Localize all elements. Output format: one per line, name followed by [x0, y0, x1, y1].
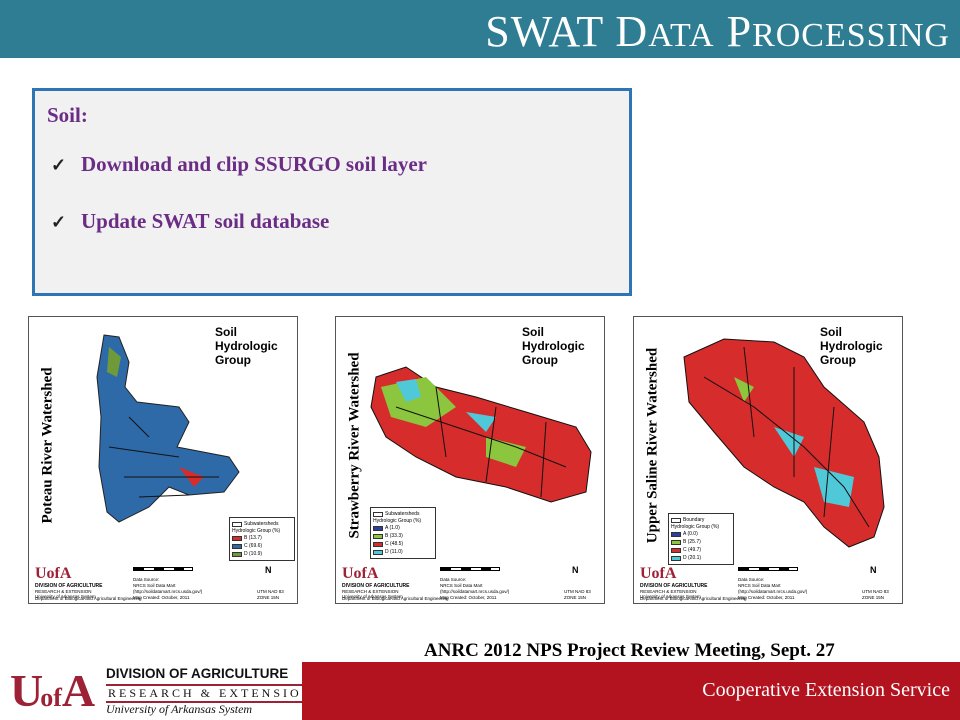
footer-text: Cooperative Extension Service: [702, 679, 950, 701]
map-group-title: Soil Hydrologic Group: [820, 325, 883, 367]
legend-row: B (13.7): [232, 534, 292, 542]
legend-swatch: [232, 551, 242, 557]
legend-swatch: [373, 533, 383, 539]
legend-swatch: [373, 541, 383, 547]
map-dept: Department of Biological and Agricultura…: [342, 596, 449, 601]
map-group-title: Soil Hydrologic Group: [522, 325, 585, 367]
legend-row: D (11.0): [373, 548, 433, 556]
legend-row: B (33.3): [373, 532, 433, 540]
title-bar: SWAT DATA PROCESSING: [0, 0, 960, 58]
map-poteau-graphic: [96, 334, 240, 523]
map-group-title: Soil Hydrologic Group: [215, 325, 278, 367]
legend-row: C (49.7): [671, 546, 731, 554]
scale-bar: [738, 567, 798, 571]
map-dept: Department of Biological and Agricultura…: [640, 596, 747, 601]
slide-title: SWAT DATA PROCESSING: [485, 7, 950, 56]
map-footer: UofA DIVISION OF AGRICULTURE RESEARCH & EX…: [638, 565, 900, 603]
north-arrow-icon: N: [870, 565, 877, 575]
map-legend: Subwatersheds Hydrologic Group (%) A (1.…: [370, 507, 436, 559]
legend-swatch: [671, 531, 681, 537]
map-source: Data Source: NRCS Soil Data Mart (http://s…: [440, 577, 510, 600]
legend-swatch: [671, 555, 681, 561]
legend-swatch: [373, 525, 383, 531]
legend-row: C (69.6): [232, 542, 292, 550]
footer-bar: Cooperative Extension Service: [302, 662, 960, 720]
legend-swatch: [671, 547, 681, 553]
legend-heading: Hydrologic Group (%): [671, 524, 720, 530]
legend-swatch: [232, 543, 242, 549]
scale-bar: [133, 567, 193, 571]
map-strawberry: Strawberry River Watershed Soil Hydrologi…: [335, 316, 605, 604]
map-logo: UofA DIVISION OF AGRICULTURE RESEARCH & EX…: [35, 565, 103, 599]
map-utm: UTM NAD 83 ZONE 15N: [564, 589, 591, 600]
soil-bullet-list: ✓ Download and clip SSURGO soil layer ✓ Up…: [47, 152, 629, 234]
legend-swatch: [232, 535, 242, 541]
north-arrow-icon: N: [572, 565, 579, 575]
map-logo: UofA DIVISION OF AGRICULTURE RESEARCH & EX…: [342, 565, 410, 599]
map-poteau: Poteau River Watershed Soil Hydrologic Gro…: [28, 316, 298, 604]
legend-heading: Hydrologic Group (%): [232, 528, 281, 534]
map-footer: UofA DIVISION OF AGRICULTURE RESEARCH & EX…: [340, 565, 602, 603]
legend-row: Subwatersheds: [373, 510, 433, 518]
map-utm: UTM NAD 83 ZONE 15N: [257, 589, 284, 600]
legend-row: C (48.5): [373, 540, 433, 548]
map-footer: UofA DIVISION OF AGRICULTURE RESEARCH & EX…: [33, 565, 295, 603]
logo-line-research: RESEARCH & EXTENSION: [106, 684, 316, 703]
soil-content-box: Soil: ✓ Download and clip SSURGO soil lay…: [32, 88, 632, 296]
legend-row: D (10.9): [232, 550, 292, 558]
legend-row: Boundary: [671, 516, 731, 524]
legend-swatch: [232, 521, 242, 527]
uofa-logo-mark: UofA: [10, 665, 95, 716]
map-logo: UofA DIVISION OF AGRICULTURE RESEARCH & EX…: [640, 565, 708, 599]
bullet-item: ✓ Download and clip SSURGO soil layer: [51, 152, 427, 176]
check-icon: ✓: [51, 212, 67, 232]
map-legend: Boundary Hydrologic Group (%) A (0.0) B …: [668, 513, 734, 565]
check-icon: ✓: [51, 155, 67, 175]
scale-bar: [440, 567, 500, 571]
legend-row: D (20.1): [671, 554, 731, 562]
legend-swatch: [671, 539, 681, 545]
legend-row: B (25.7): [671, 538, 731, 546]
map-legend: Subwatersheds Hydrologic Group (%) B (13…: [229, 517, 295, 561]
map-strawberry-graphic: [370, 366, 592, 503]
map-upper-saline: Upper Saline River Watershed Soil Hydrolo…: [633, 316, 903, 604]
map-upper-saline-graphic: [683, 338, 885, 548]
map-side-title: Upper Saline River Watershed: [644, 347, 661, 544]
north-arrow-icon: N: [265, 565, 272, 575]
legend-row: Subwatersheds: [232, 520, 292, 528]
map-dept: Department of Biological and Agricultura…: [35, 596, 142, 601]
legend-heading: Hydrologic Group (%): [373, 518, 422, 524]
soil-heading: Soil:: [47, 103, 88, 127]
map-utm: UTM NAD 83 ZONE 15N: [862, 589, 889, 600]
map-side-title: Poteau River Watershed: [39, 367, 56, 524]
legend-row: A (0.0): [671, 530, 731, 538]
uark-logo: UofA DIVISION OF AGRICULTURE RESEARCH & …: [0, 662, 316, 720]
logo-line-system: University of Arkansas System: [106, 702, 253, 716]
logo-line-division: DIVISION OF AGRICULTURE: [106, 666, 289, 681]
legend-row: A (1.0): [373, 524, 433, 532]
meeting-caption: ANRC 2012 NPS Project Review Meeting, Se…: [424, 640, 835, 661]
legend-swatch: [671, 517, 681, 523]
map-side-title: Strawberry River Watershed: [346, 352, 363, 539]
map-source: Data Source: NRCS Soil Data Mart (http://s…: [133, 577, 203, 600]
legend-swatch: [373, 549, 383, 555]
legend-swatch: [373, 511, 383, 517]
bullet-item: ✓ Update SWAT soil database: [51, 209, 330, 233]
map-source: Data Source: NRCS Soil Data Mart (http://s…: [738, 577, 808, 600]
